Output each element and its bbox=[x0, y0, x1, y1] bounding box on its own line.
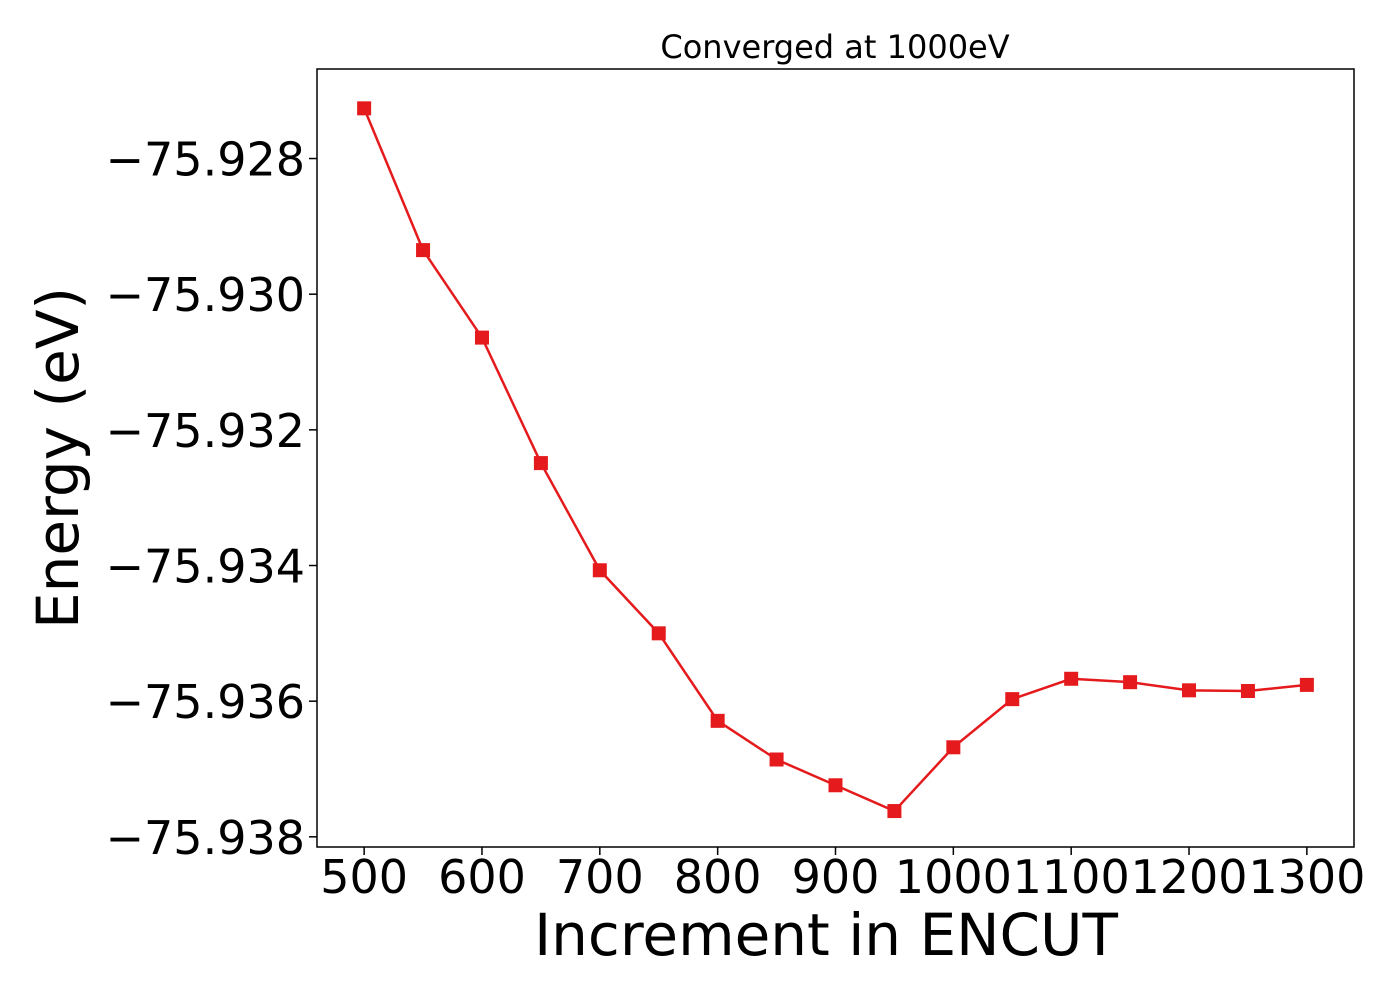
data-point-marker bbox=[1005, 692, 1020, 707]
y-tick-label: −75.934 bbox=[106, 540, 306, 594]
x-tick-label: 500 bbox=[320, 850, 408, 904]
data-point-marker bbox=[887, 804, 902, 819]
data-point-marker bbox=[946, 740, 961, 755]
x-tick-label: 900 bbox=[792, 850, 880, 904]
data-point-marker bbox=[416, 243, 431, 258]
data-point-marker bbox=[769, 752, 784, 767]
data-point-marker bbox=[592, 563, 607, 578]
x-tick-label: 700 bbox=[556, 850, 644, 904]
data-point-marker bbox=[1240, 683, 1255, 698]
data-point-marker bbox=[533, 456, 548, 471]
data-point-marker bbox=[1299, 677, 1314, 692]
y-axis-label: Energy (eV) bbox=[24, 287, 92, 629]
plot-area bbox=[357, 101, 1314, 819]
x-tick-label: 1100 bbox=[1013, 850, 1130, 904]
x-axis: 500 600 700 800 900 1000 1100 1200 1300 bbox=[320, 847, 1365, 904]
y-tick-label: −75.932 bbox=[106, 404, 306, 458]
data-point-marker bbox=[1182, 683, 1197, 698]
data-point-marker bbox=[474, 330, 489, 345]
y-tick-label: −75.938 bbox=[106, 811, 306, 865]
x-tick-label: 1200 bbox=[1130, 850, 1247, 904]
y-tick-label: −75.930 bbox=[106, 268, 306, 322]
x-tick-label: 1300 bbox=[1248, 850, 1365, 904]
data-point-marker bbox=[1064, 671, 1079, 686]
chart-title: Converged at 1000eV bbox=[660, 28, 1009, 66]
data-point-marker bbox=[357, 101, 372, 116]
y-axis: −75.928 −75.930 −75.932 −75.934 −75.936 −75.9… bbox=[106, 133, 317, 865]
data-point-marker bbox=[651, 626, 666, 641]
data-point-marker bbox=[710, 713, 725, 728]
x-tick-label: 600 bbox=[438, 850, 526, 904]
data-point-marker bbox=[1123, 675, 1138, 690]
x-tick-label: 800 bbox=[674, 850, 762, 904]
x-axis-label: Increment in ENCUT bbox=[534, 901, 1118, 969]
y-tick-label: −75.936 bbox=[106, 675, 306, 729]
y-tick-label: −75.928 bbox=[106, 133, 306, 187]
x-tick-label: 1000 bbox=[895, 850, 1012, 904]
data-point-marker bbox=[828, 778, 843, 793]
